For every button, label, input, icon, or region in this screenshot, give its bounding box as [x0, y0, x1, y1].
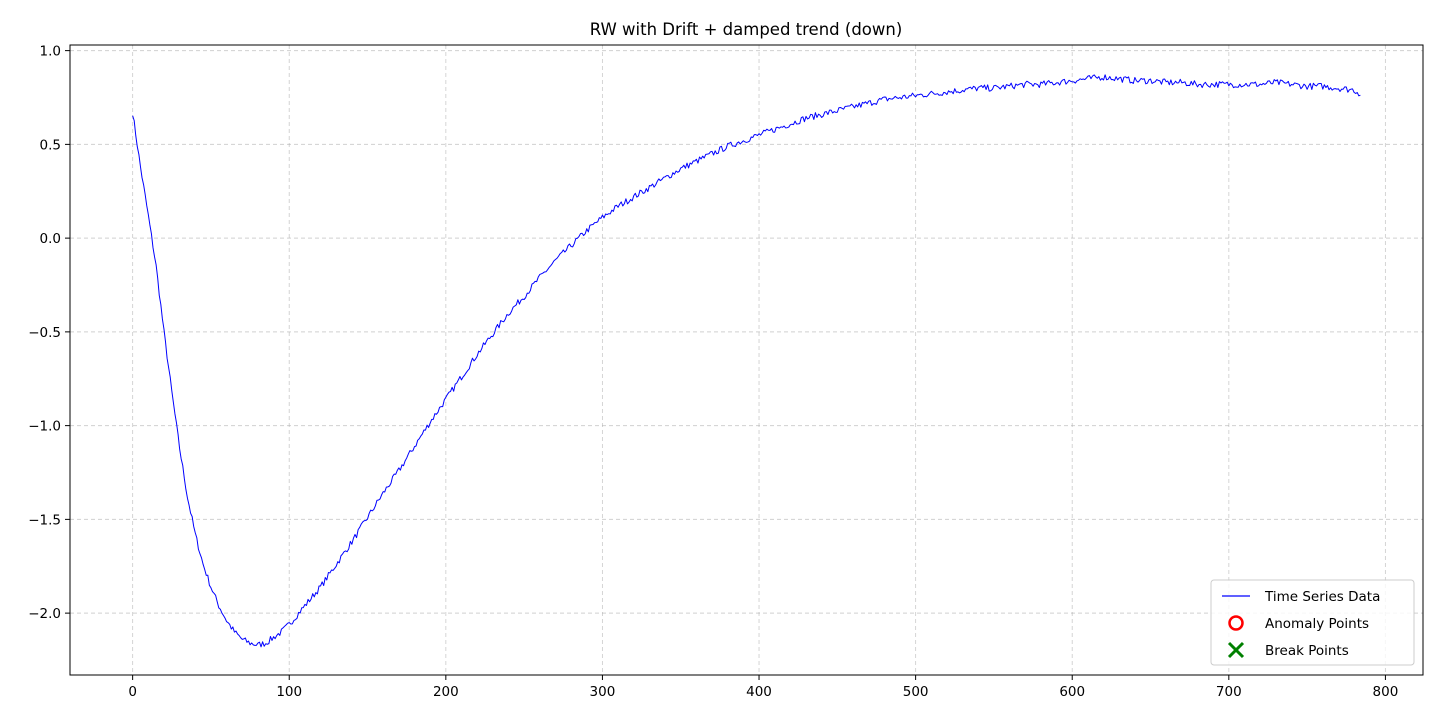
legend: Time Series Data Anomaly Points Break Po…: [1210, 579, 1415, 666]
y-tick-label: −1.5: [28, 512, 61, 528]
y-tick-label: −0.5: [28, 325, 61, 341]
y-tick-label: 1.0: [40, 44, 61, 60]
tick-layer: 0 100 200 300 400 500 600 700 800 1.0 0.5 0.0 −0.5 −1…: [28, 44, 1398, 700]
x-tick-label: 500: [903, 684, 929, 700]
legend-label-anomaly: Anomaly Points: [1265, 616, 1369, 632]
y-tick-label: −1.0: [28, 419, 61, 435]
x-tick-label: 0: [128, 684, 137, 700]
chart-title: RW with Drift + damped trend (down): [590, 20, 903, 39]
y-tick-label: 0.5: [40, 137, 61, 153]
x-tick-label: 300: [590, 684, 616, 700]
legend-label-time-series: Time Series Data: [1264, 589, 1380, 605]
x-tick-label: 200: [433, 684, 459, 700]
x-tick-label: 600: [1059, 684, 1085, 700]
x-tick-label: 100: [276, 684, 302, 700]
series-layer: [132, 74, 1361, 648]
plot-frame: [69, 44, 1424, 676]
legend-break-marker: [1227, 641, 1245, 659]
series-line-time-series: [132, 74, 1361, 648]
grid-layer: [70, 45, 1423, 675]
legend-label-break: Break Points: [1265, 643, 1349, 659]
x-tick-label: 700: [1216, 684, 1242, 700]
x-tick-label: 400: [746, 684, 772, 700]
x-tick-label: 800: [1373, 684, 1399, 700]
legend-frame: [1210, 579, 1415, 666]
legend-anomaly-marker: [1228, 615, 1244, 631]
y-tick-label: −2.0: [28, 606, 61, 622]
y-tick-label: 0.0: [40, 231, 61, 247]
